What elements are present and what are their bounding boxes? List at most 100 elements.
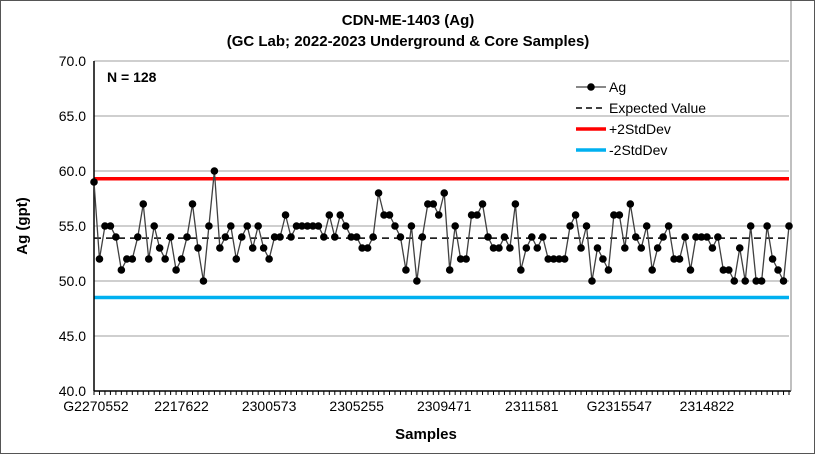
ag-data-point [232,255,241,263]
ag-data-point [484,233,492,241]
ag-data-point [615,211,624,219]
ag-data-point [413,277,421,285]
ag-data-point [380,211,388,219]
ag-data-point [292,222,301,230]
ag-data-point [610,211,618,219]
ag-data-point [90,178,98,186]
ag-data-point [730,277,739,285]
ag-data-point [396,233,405,241]
ag-data-point [216,244,224,252]
x-tick-label: 2314822 [680,398,735,414]
ag-data-point [254,222,262,230]
ag-data-point [194,244,202,252]
ag-data-point [571,211,580,219]
ag-data-point [785,222,793,230]
legend-ag-marker [587,83,595,91]
ag-data-point [117,266,126,274]
x-tick-label: 2305255 [329,398,384,414]
ag-data-point [560,255,569,263]
ag-data-point [314,222,323,230]
ag-data-point [281,211,290,219]
ag-data-point [648,266,656,274]
ag-data-point [500,233,509,241]
y-tick-label: 40.0 [59,383,86,399]
ag-data-point [177,255,186,263]
ag-data-point [741,277,750,285]
legend-label: -2StdDev [609,142,667,158]
ag-data-point [303,222,312,230]
ag-data-point [577,244,585,252]
ag-data-point [735,244,744,252]
ag-data-point [588,277,596,285]
ag-data-point [298,222,306,230]
ag-data-point [725,266,733,274]
ag-data-point [549,255,558,263]
ag-data-point [347,233,356,241]
ag-data-point [243,222,252,230]
ag-data-point [330,233,339,241]
ag-data-point [779,277,788,285]
ag-data-point [467,211,476,219]
ag-data-point [172,266,180,274]
ag-data-point [309,222,317,230]
legend-label: +2StdDev [609,121,671,137]
ag-data-point [139,200,148,208]
chart-title: CDN-ME-1403 (Ag) [342,12,475,29]
ag-data-point [566,222,574,230]
ag-data-point [768,255,777,263]
y-tick-label: 45.0 [59,328,86,344]
ag-data-point [150,222,158,230]
ag-data-point [276,233,284,241]
ag-data-point [555,255,563,263]
x-tick-label: 2309471 [417,398,472,414]
ag-data-point [621,244,629,252]
ag-data-point [161,255,169,263]
ag-data-point [544,255,553,263]
ag-data-point [183,233,191,241]
ag-data-point [95,255,104,263]
ag-data-point [210,167,219,175]
ag-data-point [248,244,257,252]
ag-data-point [434,211,443,219]
legend-label: Ag [609,79,626,95]
ag-data-point [259,244,268,252]
chart-subtitle: (GC Lab; 2022-2023 Underground & Core Sa… [227,33,590,50]
ag-data-point [631,233,640,241]
y-axis-label: Ag (gpt) [14,197,31,254]
ag-data-point [287,233,295,241]
ag-data-point [456,255,465,263]
ag-data-point [270,233,279,241]
x-tick-label: G2315547 [587,398,653,414]
ag-data-point [221,233,230,241]
x-axis-label: Samples [395,426,457,443]
ag-data-point [199,277,208,285]
ag-data-point [757,277,766,285]
ag-data-point [112,233,120,241]
ag-data-point [637,244,646,252]
ag-data-point [686,266,695,274]
ag-data-point [391,222,399,230]
y-tick-label: 65.0 [59,108,86,124]
ag-data-point [325,211,334,219]
ag-data-point [763,222,771,230]
ag-data-point [473,211,481,219]
ag-data-point [599,255,607,263]
ag-data-point [429,200,438,208]
ag-data-point [582,222,591,230]
ag-data-point [506,244,514,252]
legend-label: Expected Value [609,100,706,116]
ag-data-point [374,189,383,197]
ag-data-point [752,277,760,285]
ag-data-point [155,244,164,252]
ag-data-point [363,244,372,252]
x-tick-label: 2300573 [242,398,297,414]
ag-data-point [675,255,684,263]
ag-data-point [626,200,635,208]
ag-data-point [166,233,175,241]
ag-data-point [369,233,377,241]
ag-data-point [451,222,459,230]
ag-data-point [424,200,432,208]
y-tick-label: 70.0 [59,53,86,69]
n-count-annotation: N = 128 [107,69,157,85]
